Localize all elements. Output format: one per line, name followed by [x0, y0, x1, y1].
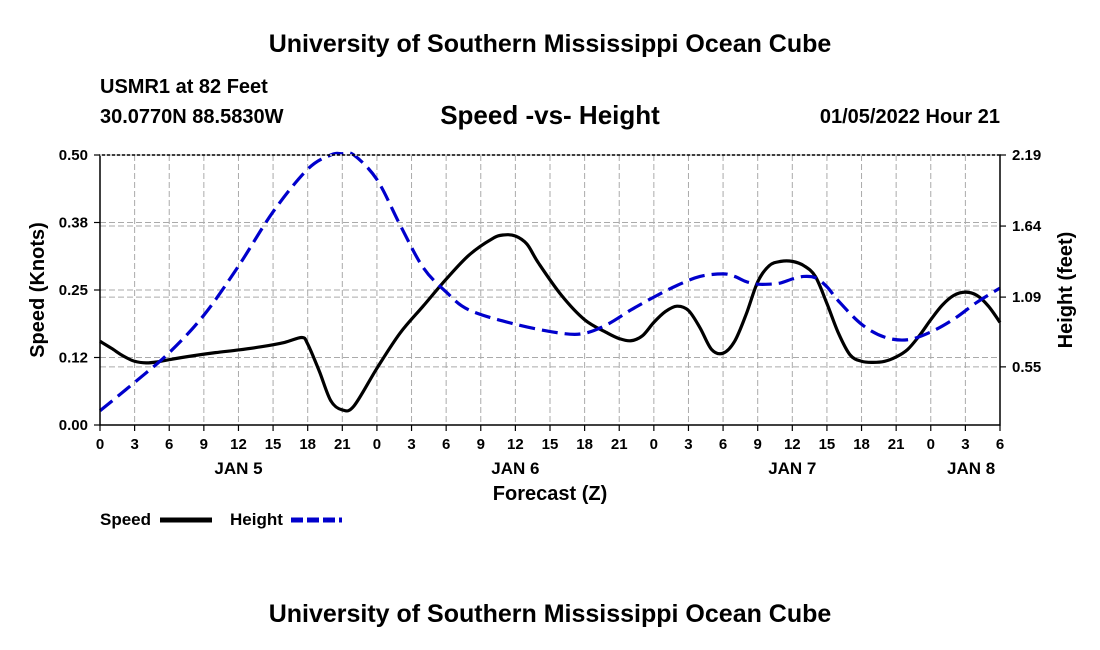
day-label: JAN 5: [214, 459, 262, 478]
x-tick-label: 0: [373, 436, 381, 453]
grid: [100, 154, 1000, 425]
tick-labels: 0 3 6 9 12 15 18 21 0 3 6 9 12 15 18 21 0 3 6 9 12 15 18 21 0 3 6 0…: [59, 147, 1042, 478]
x-tick-label: 0: [650, 436, 658, 453]
x-axis-label: Forecast (Z): [493, 483, 607, 505]
x-tick-label: 18: [576, 436, 593, 453]
axes: [94, 154, 1006, 431]
y-tick-label: 0.38: [59, 215, 88, 232]
forecast-datetime: 01/05/2022 Hour 21: [819, 106, 1000, 128]
x-tick-label: 3: [961, 436, 969, 453]
x-tick-label: 21: [888, 436, 905, 453]
series-layer: [98, 151, 1002, 413]
x-tick-label: 12: [507, 436, 524, 453]
x-tick-label: 3: [684, 436, 692, 453]
y2-tick-label: 0.55: [1012, 359, 1041, 376]
x-tick-label: 6: [719, 436, 727, 453]
chart-subtitle: Speed -vs- Height: [440, 100, 660, 130]
y-tick-label: 0.00: [59, 417, 88, 434]
x-tick-label: 9: [754, 436, 762, 453]
x-tick-label: 9: [477, 436, 485, 453]
station-coordinates: 30.0770N 88.5830W: [100, 106, 284, 128]
y2-axis-label: Height (feet): [1055, 232, 1077, 349]
y2-tick-label: 1.09: [1012, 289, 1041, 306]
x-tick-label: 0: [927, 436, 935, 453]
x-tick-label: 18: [853, 436, 870, 453]
height-series-line: [98, 151, 1001, 413]
legend-speed-label: Speed: [100, 510, 151, 529]
y-tick-label: 0.50: [59, 147, 88, 164]
x-tick-label: 21: [334, 436, 351, 453]
x-tick-label: 6: [996, 436, 1004, 453]
x-tick-label: 15: [542, 436, 559, 453]
y-tick-label: 0.12: [59, 350, 88, 367]
x-tick-label: 6: [442, 436, 450, 453]
legend: Speed Height: [100, 510, 342, 529]
legend-height-label: Height: [230, 510, 283, 529]
x-tick-label: 12: [784, 436, 801, 453]
x-tick-label: 6: [165, 436, 173, 453]
x-tick-label: 18: [299, 436, 316, 453]
station-label: USMR1 at 82 Feet: [100, 76, 268, 98]
x-tick-label: 12: [230, 436, 247, 453]
y2-tick-label: 1.64: [1012, 218, 1042, 235]
day-label: JAN 8: [947, 459, 995, 478]
x-tick-label: 21: [611, 436, 628, 453]
x-tick-label: 3: [407, 436, 415, 453]
chart-title: University of Southern Mississippi Ocean…: [268, 30, 832, 58]
day-label: JAN 7: [768, 459, 816, 478]
speed-series-line: [99, 233, 1002, 413]
footer-title: University of Southern Mississippi Ocean…: [268, 600, 832, 628]
x-tick-label: 15: [265, 436, 282, 453]
y2-tick-label: 2.19: [1012, 147, 1041, 164]
day-label: JAN 6: [491, 459, 539, 478]
x-tick-label: 9: [200, 436, 208, 453]
x-tick-label: 3: [130, 436, 138, 453]
x-tick-label: 15: [819, 436, 836, 453]
y-axis-label: Speed (Knots): [27, 222, 49, 358]
y-tick-label: 0.25: [59, 282, 88, 299]
x-tick-label: 0: [96, 436, 104, 453]
